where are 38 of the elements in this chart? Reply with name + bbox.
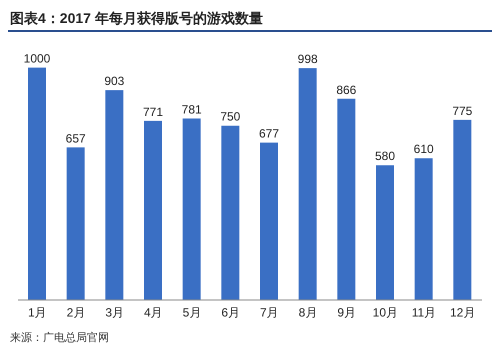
x-tick-label: 4月 (144, 306, 163, 320)
data-label: 771 (142, 104, 164, 119)
bar (66, 147, 85, 300)
x-tick-label: 10月 (372, 306, 398, 320)
bar (105, 90, 124, 300)
bar (414, 158, 433, 300)
data-label: 866 (336, 82, 357, 97)
bar (144, 120, 162, 300)
data-label: 781 (182, 102, 202, 117)
bar (298, 68, 317, 300)
bar (337, 98, 356, 300)
bar (221, 126, 240, 300)
bar (182, 118, 201, 300)
x-tick-label: 11月 (412, 306, 436, 320)
x-tick-label: 2月 (66, 306, 86, 320)
bar (28, 68, 46, 300)
x-tick-label: 5月 (182, 306, 202, 320)
x-tick-label: 1月 (28, 306, 47, 320)
bar (260, 142, 278, 300)
bar (453, 120, 472, 300)
data-label: 677 (258, 126, 280, 141)
data-label: 998 (298, 52, 318, 66)
chart-title: 图表4：2017 年每月获得版号的游戏数量 (8, 8, 492, 32)
x-tick-label: 3月 (105, 306, 124, 320)
data-label: 610 (414, 142, 434, 156)
data-label: 775 (452, 104, 473, 118)
x-tick-label: 8月 (298, 306, 318, 320)
x-tick-label: 6月 (221, 306, 240, 320)
data-label: 1000 (24, 52, 51, 66)
data-label: 580 (374, 149, 396, 164)
data-label: 903 (104, 74, 125, 88)
source-note: 来源：广电总局官网 (9, 330, 110, 346)
data-label: 750 (220, 110, 241, 124)
x-tick-label: 12月 (450, 306, 476, 320)
x-tick-label: 9月 (337, 306, 356, 320)
x-tick-label: 7月 (260, 306, 279, 320)
data-label: 657 (66, 131, 86, 146)
bar (376, 165, 394, 300)
